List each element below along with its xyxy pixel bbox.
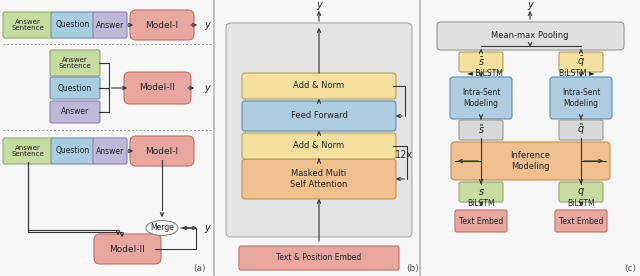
Text: Text Embed: Text Embed [559, 216, 603, 225]
FancyBboxPatch shape [94, 234, 161, 264]
FancyBboxPatch shape [242, 73, 396, 99]
Text: BiLSTM ►: BiLSTM ► [559, 68, 595, 78]
Text: ◄ BiLSTM: ◄ BiLSTM [467, 68, 503, 78]
FancyBboxPatch shape [242, 159, 396, 199]
FancyBboxPatch shape [50, 77, 100, 99]
Text: Add & Norm: Add & Norm [293, 142, 344, 150]
Text: Feed Forward: Feed Forward [291, 112, 348, 121]
Text: y: y [204, 223, 210, 233]
Text: Text & Position Embed: Text & Position Embed [276, 253, 362, 262]
Text: Intra-Sent
Modeling: Intra-Sent Modeling [462, 88, 500, 108]
Text: Model-II: Model-II [139, 84, 175, 92]
Text: Question: Question [56, 20, 90, 30]
Text: $\tilde{s}$: $\tilde{s}$ [477, 124, 484, 136]
FancyBboxPatch shape [420, 0, 640, 276]
Text: Question: Question [58, 84, 92, 92]
Text: BiLSTM: BiLSTM [467, 200, 495, 208]
FancyBboxPatch shape [242, 101, 396, 131]
Ellipse shape [146, 221, 178, 235]
Text: Answer: Answer [61, 107, 89, 116]
Text: y: y [204, 20, 210, 30]
Text: Answer
Sentence: Answer Sentence [59, 57, 92, 70]
FancyBboxPatch shape [51, 12, 95, 38]
FancyBboxPatch shape [0, 0, 218, 276]
FancyBboxPatch shape [459, 120, 503, 140]
FancyBboxPatch shape [559, 120, 603, 140]
Text: y: y [527, 0, 533, 10]
FancyBboxPatch shape [559, 182, 603, 202]
Text: Model-I: Model-I [145, 147, 179, 155]
Text: y: y [204, 83, 210, 93]
FancyBboxPatch shape [93, 12, 127, 38]
Text: BiLSTM: BiLSTM [567, 200, 595, 208]
FancyBboxPatch shape [51, 138, 95, 164]
Text: (c): (c) [624, 264, 636, 272]
Text: $\tilde{q}$: $\tilde{q}$ [577, 123, 585, 137]
FancyBboxPatch shape [559, 52, 603, 72]
FancyBboxPatch shape [50, 101, 100, 123]
Text: $q$: $q$ [577, 186, 585, 198]
FancyBboxPatch shape [550, 77, 612, 119]
Text: Intra-Sent
Modeling: Intra-Sent Modeling [562, 88, 600, 108]
Text: Answer: Answer [96, 147, 124, 155]
Text: Answer: Answer [96, 20, 124, 30]
Text: Mean-max Pooling: Mean-max Pooling [492, 31, 569, 41]
FancyBboxPatch shape [130, 10, 194, 40]
Text: (a): (a) [194, 264, 206, 272]
FancyBboxPatch shape [130, 136, 194, 166]
FancyBboxPatch shape [242, 133, 396, 159]
Text: Text Embed: Text Embed [459, 216, 503, 225]
Text: Masked Multi
Self Attention: Masked Multi Self Attention [291, 169, 348, 189]
Text: y: y [316, 0, 322, 10]
FancyBboxPatch shape [3, 138, 53, 164]
FancyBboxPatch shape [459, 52, 503, 72]
FancyBboxPatch shape [124, 72, 191, 104]
Text: $\bar{q}$: $\bar{q}$ [577, 55, 585, 69]
Text: Question: Question [56, 147, 90, 155]
Text: Inference
Modeling: Inference Modeling [510, 151, 550, 171]
FancyBboxPatch shape [226, 23, 412, 237]
FancyBboxPatch shape [459, 182, 503, 202]
Text: Model-I: Model-I [145, 20, 179, 30]
Text: Model-II: Model-II [109, 245, 145, 253]
Text: Add & Norm: Add & Norm [293, 81, 344, 91]
FancyBboxPatch shape [450, 77, 512, 119]
Text: 12x: 12x [395, 150, 413, 160]
Text: $\bar{s}$: $\bar{s}$ [477, 56, 484, 68]
FancyBboxPatch shape [50, 50, 100, 76]
FancyBboxPatch shape [437, 22, 624, 50]
FancyBboxPatch shape [239, 246, 399, 270]
Text: (b): (b) [406, 264, 419, 272]
FancyBboxPatch shape [3, 12, 53, 38]
FancyBboxPatch shape [93, 138, 127, 164]
FancyBboxPatch shape [451, 142, 610, 180]
Text: Merge: Merge [150, 224, 174, 232]
FancyBboxPatch shape [214, 0, 424, 276]
Text: $s$: $s$ [477, 187, 484, 197]
FancyBboxPatch shape [455, 210, 507, 232]
FancyBboxPatch shape [555, 210, 607, 232]
Text: Answer
Sentence: Answer Sentence [12, 18, 44, 31]
Text: Answer
Sentence: Answer Sentence [12, 145, 44, 158]
